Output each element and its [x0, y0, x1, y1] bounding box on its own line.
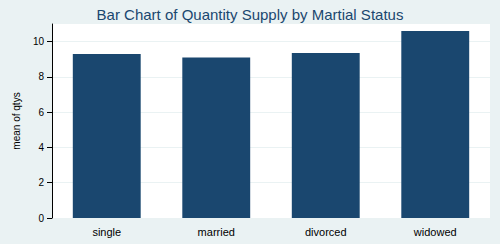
- svg-text:8: 8: [38, 71, 44, 82]
- svg-text:divorced: divorced: [305, 226, 347, 238]
- svg-text:married: married: [198, 226, 235, 238]
- svg-text:2: 2: [38, 177, 44, 188]
- svg-text:6: 6: [38, 107, 44, 118]
- svg-text:widowed: widowed: [413, 226, 457, 238]
- svg-text:10: 10: [33, 36, 45, 47]
- svg-text:0: 0: [38, 213, 44, 224]
- svg-text:4: 4: [38, 142, 44, 153]
- svg-text:single: single: [92, 226, 121, 238]
- svg-text:Bar Chart of Quantity Supply b: Bar Chart of Quantity Supply by Martial …: [97, 6, 404, 23]
- svg-text:mean of qtys: mean of qtys: [11, 92, 22, 149]
